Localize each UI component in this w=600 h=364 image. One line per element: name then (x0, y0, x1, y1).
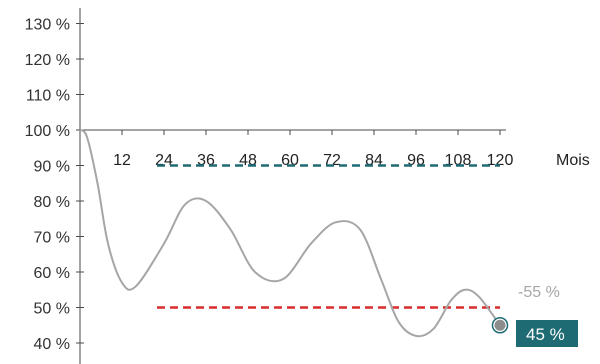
drop-annotation: -55 % (518, 284, 560, 301)
y-tick-label: 70 % (34, 230, 70, 247)
reference-lines (157, 164, 500, 309)
y-tick-label: 90 % (34, 159, 70, 176)
y-tick-label: 80 % (34, 194, 70, 211)
y-tick-label: 40 % (34, 336, 70, 353)
final-value-label: 45 % (526, 325, 565, 344)
y-tick-label: 50 % (34, 301, 70, 318)
y-axis: 130 % 120 % 110 % 100 % 90 % 80 % 70 % 60 % 50 %… (25, 8, 84, 364)
x-axis-label: Mois (556, 152, 590, 169)
x-axis: 12 24 36 48 60 72 84 96 108 120 (80, 129, 514, 169)
series (79, 129, 509, 338)
x-tick-label: 120 (487, 152, 514, 169)
series-line (79, 129, 501, 338)
y-tick-label: 110 % (26, 88, 70, 105)
y-tick-label: 100 % (25, 123, 70, 140)
final-value-badge (516, 320, 578, 347)
y-tick-label: 120 % (25, 52, 70, 69)
end-marker (494, 319, 506, 331)
y-tick-label: 130 % (25, 17, 70, 34)
x-tick-label: 12 (113, 152, 131, 169)
x-tick-label: 108 (445, 152, 472, 169)
y-tick-label: 60 % (34, 265, 70, 282)
